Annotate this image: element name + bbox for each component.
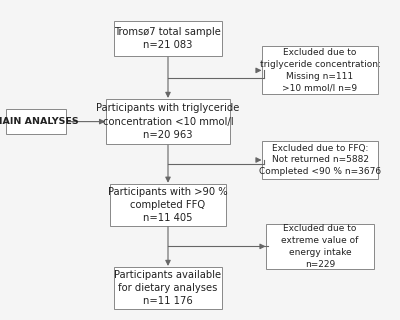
Text: Excluded due to FFQ:
Not returned n=5882
Completed <90 % n=3676: Excluded due to FFQ: Not returned n=5882… bbox=[259, 144, 381, 176]
FancyBboxPatch shape bbox=[262, 46, 378, 94]
Text: Tromsø7 total sample
n=21 083: Tromsø7 total sample n=21 083 bbox=[114, 27, 222, 50]
FancyBboxPatch shape bbox=[110, 184, 226, 226]
FancyBboxPatch shape bbox=[106, 99, 230, 144]
Text: MAIN ANALYSES: MAIN ANALYSES bbox=[0, 117, 79, 126]
FancyBboxPatch shape bbox=[262, 141, 378, 179]
FancyBboxPatch shape bbox=[266, 224, 374, 269]
FancyBboxPatch shape bbox=[114, 21, 222, 56]
Text: Excluded due to
extreme value of
energy intake
n=229: Excluded due to extreme value of energy … bbox=[281, 224, 359, 268]
Text: Participants with triglyceride
concentration <10 mmol/l
n=20 963: Participants with triglyceride concentra… bbox=[96, 103, 240, 140]
Text: Excluded due to
triglyceride concentration:
Missing n=111
>10 mmol/l n=9: Excluded due to triglyceride concentrati… bbox=[260, 48, 380, 92]
Text: Participants available
for dietary analyses
n=11 176: Participants available for dietary analy… bbox=[114, 270, 222, 306]
FancyBboxPatch shape bbox=[6, 109, 66, 134]
Text: Participants with >90 %
completed FFQ
n=11 405: Participants with >90 % completed FFQ n=… bbox=[108, 187, 228, 223]
FancyBboxPatch shape bbox=[114, 267, 222, 309]
